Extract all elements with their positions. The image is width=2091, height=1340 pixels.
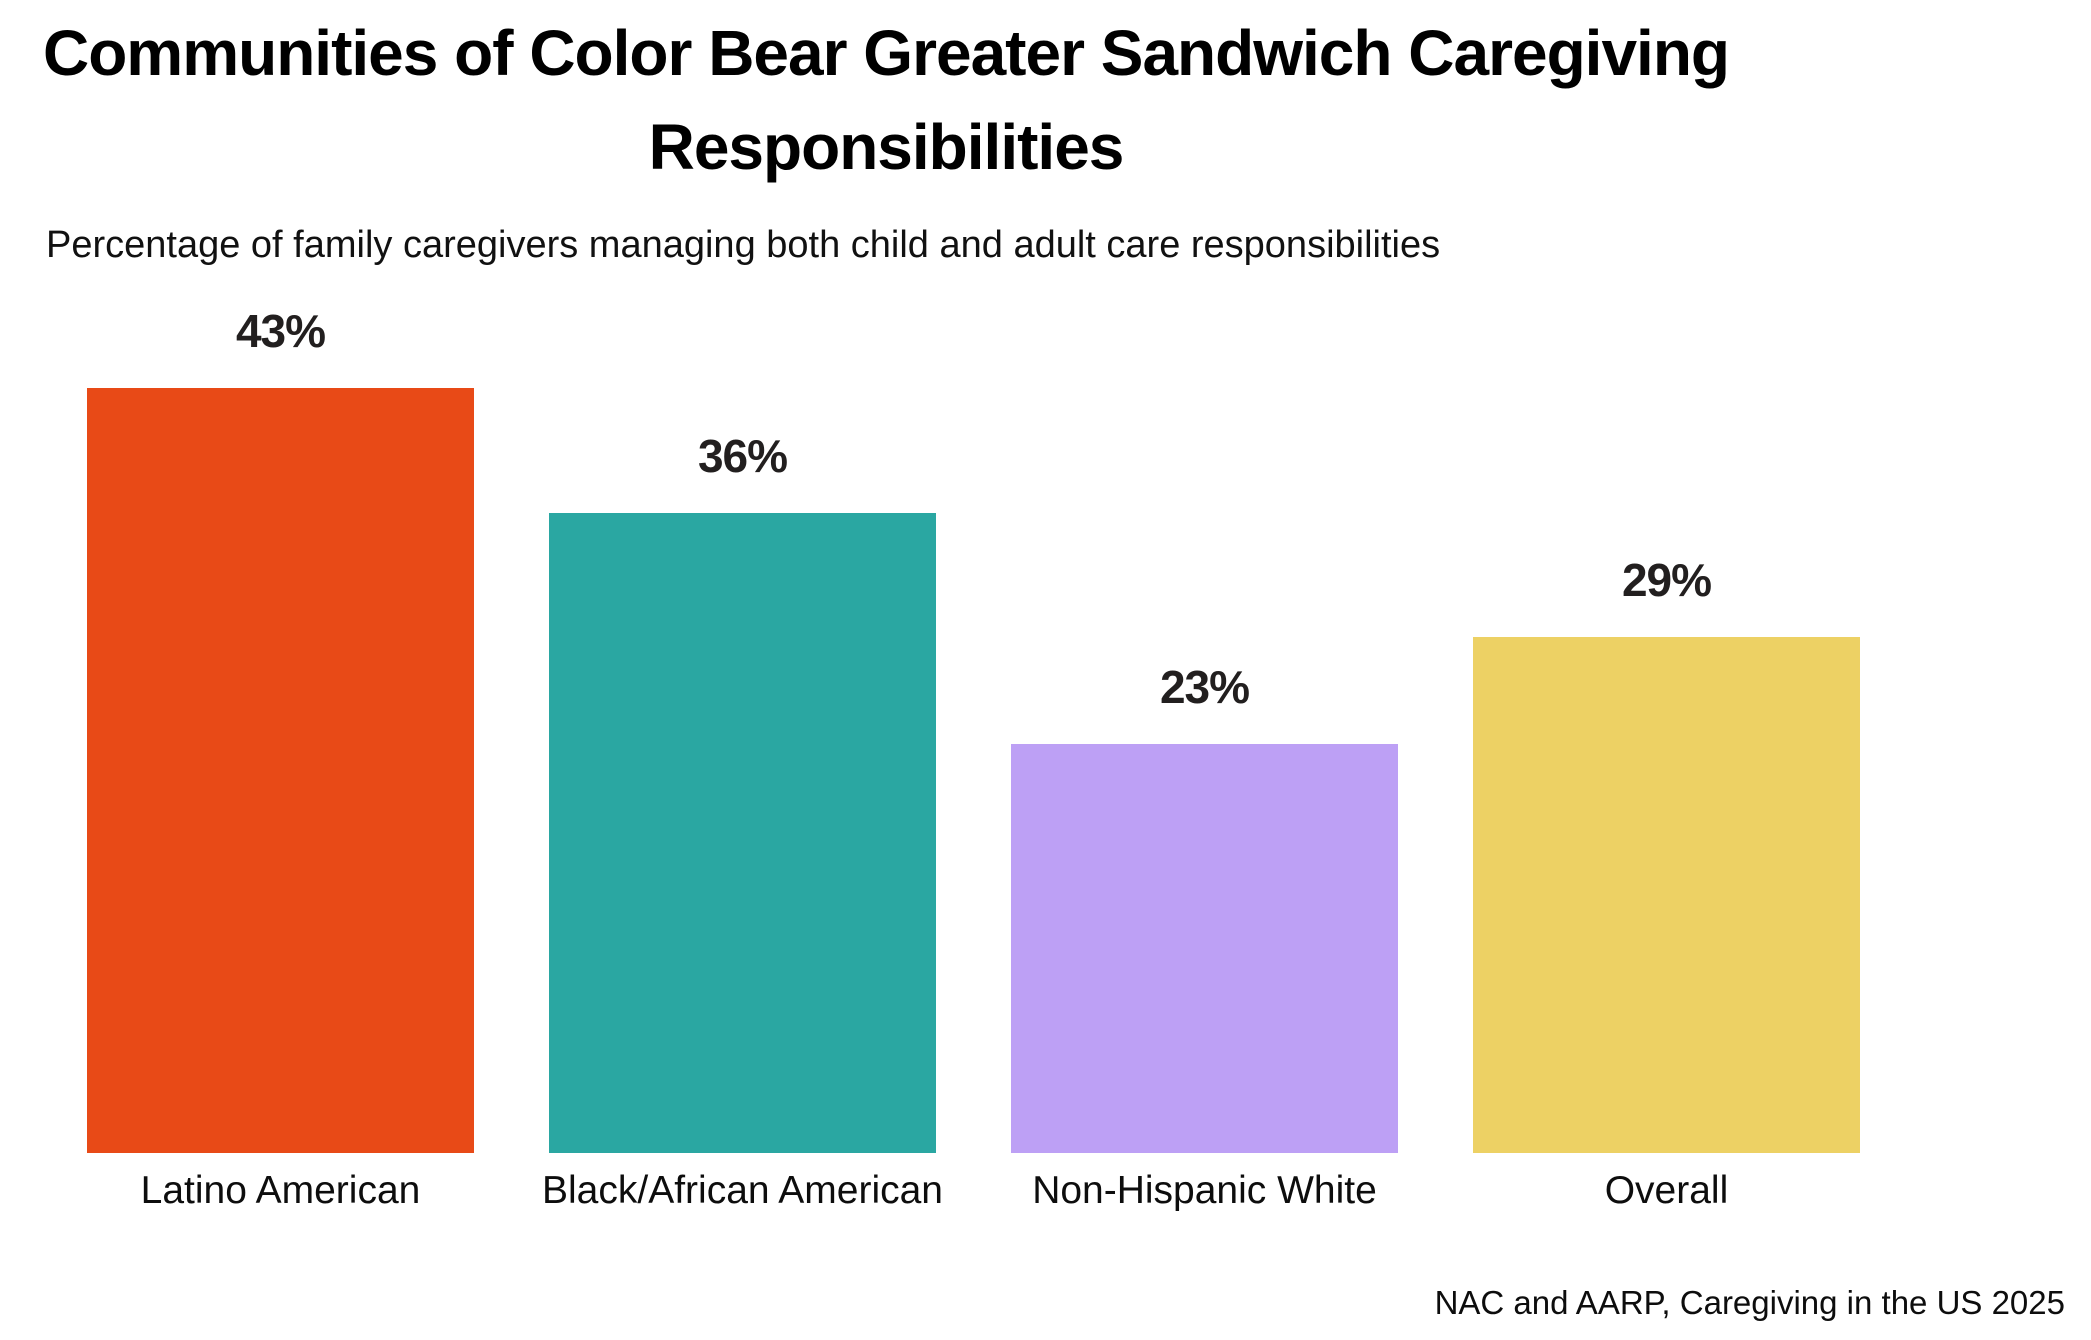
- bar-group-non-hispanic-white: 23% Non-Hispanic White: [1011, 661, 1398, 1212]
- bar-overall: [1473, 637, 1860, 1153]
- bar-category-label-latino-american: Latino American: [140, 1169, 421, 1212]
- bar-group-overall: 29% Overall: [1473, 554, 1860, 1212]
- bar-black-african-american: [549, 513, 936, 1153]
- bar-category-label-overall: Overall: [1604, 1169, 1729, 1212]
- bar-value-label-black-african-american: 36%: [697, 430, 788, 482]
- bar-latino-american: [87, 388, 474, 1153]
- chart-subtitle: Percentage of family caregivers managing…: [46, 224, 1441, 266]
- bar-value-label-overall: 29%: [1621, 554, 1712, 606]
- source-credit: NAC and AARP, Caregiving in the US 2025: [1434, 1284, 2065, 1321]
- chart-title-line-1: Communities of Color Bear Greater Sandwi…: [42, 17, 1730, 89]
- bar-value-label-latino-american: 43%: [235, 305, 326, 357]
- bar-value-label-non-hispanic-white: 23%: [1159, 661, 1250, 713]
- chart-title-line-2: Responsibilities: [648, 111, 1125, 183]
- chart-title: Communities of Color Bear Greater Sandwi…: [0, 6, 1772, 194]
- bar-category-label-black-african-american: Black/African American: [542, 1169, 943, 1212]
- bar-category-label-non-hispanic-white: Non-Hispanic White: [1032, 1169, 1377, 1212]
- bar-non-hispanic-white: [1011, 744, 1398, 1153]
- bar-group-latino-american: 43% Latino American: [87, 305, 474, 1212]
- bar-group-black-african-american: 36% Black/African American: [542, 430, 943, 1212]
